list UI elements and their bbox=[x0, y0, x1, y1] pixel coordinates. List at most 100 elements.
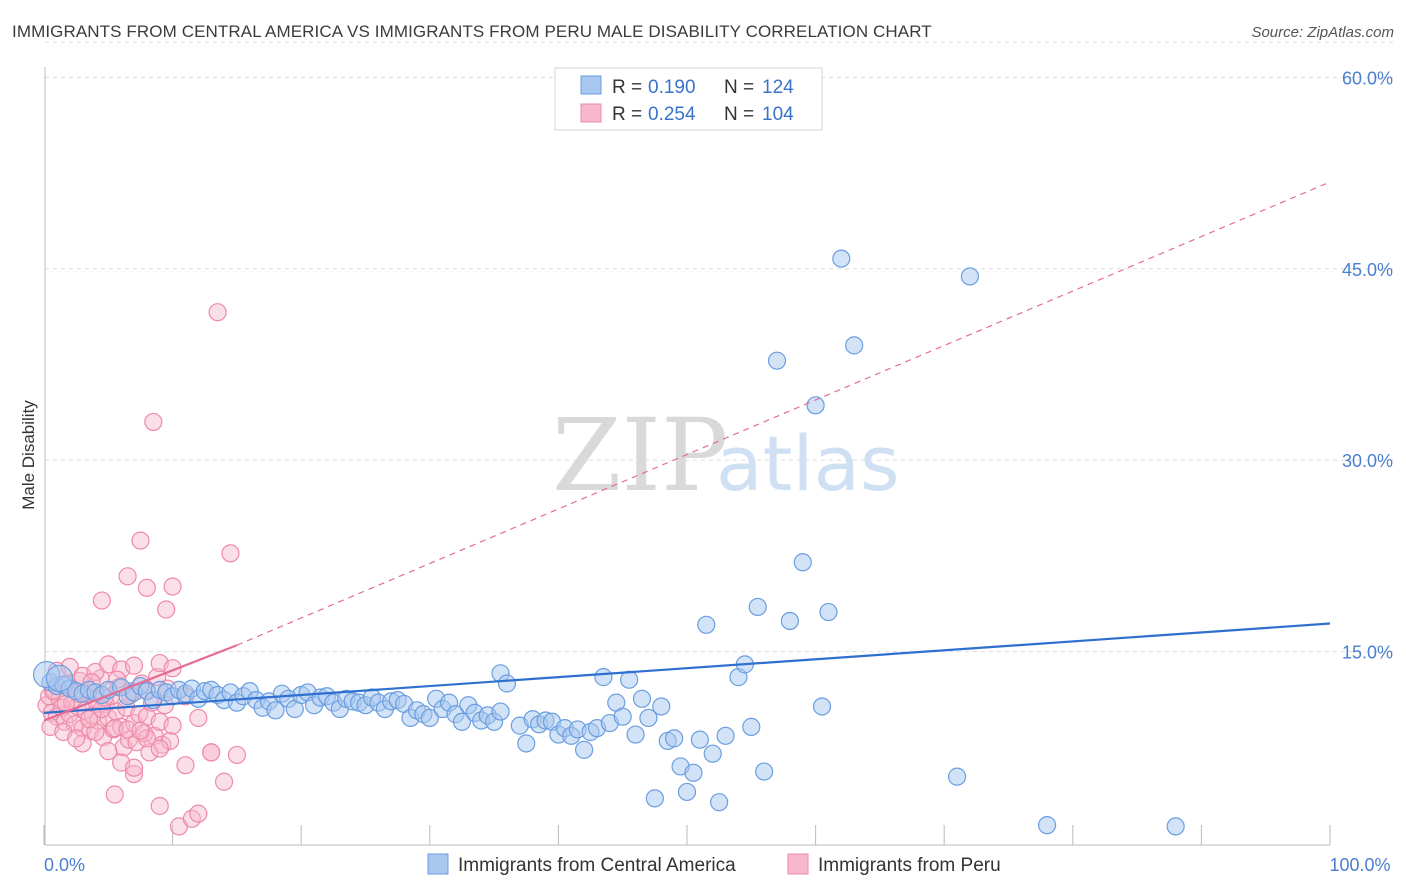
central-america-point-110 bbox=[767, 351, 787, 370]
central-america-point-117 bbox=[845, 336, 864, 355]
bottom-legend-swatch-pink bbox=[787, 853, 809, 875]
central-america-point-104 bbox=[716, 726, 735, 745]
central-america-point-119 bbox=[960, 267, 980, 286]
peru-trend-line-dashed bbox=[236, 181, 1331, 646]
axes bbox=[43, 67, 1331, 846]
peru-point-69 bbox=[131, 531, 150, 550]
bottom-legend: Immigrants from Central America Immigran… bbox=[427, 853, 1001, 876]
peru-point-68 bbox=[124, 764, 144, 784]
trend-lines bbox=[43, 181, 1331, 722]
y-tick-label-3: 60.0% bbox=[1342, 68, 1393, 88]
peru-point-81 bbox=[221, 544, 240, 563]
peru-point-79 bbox=[202, 743, 221, 762]
peru-point-71 bbox=[144, 412, 163, 432]
bottom-legend-label-pink: Immigrants from Peru bbox=[818, 855, 1001, 876]
central-america-point-90 bbox=[626, 725, 645, 744]
source-credit: Source: ZipAtlas.com bbox=[1251, 24, 1394, 41]
central-america-point-94 bbox=[652, 697, 671, 716]
central-america-point-82 bbox=[575, 740, 594, 759]
peru-point-64 bbox=[227, 745, 246, 765]
central-america-point-114 bbox=[812, 697, 832, 716]
peru-point-80 bbox=[208, 303, 227, 322]
central-america-point-111 bbox=[780, 611, 799, 631]
peru-point-96 bbox=[131, 721, 150, 740]
y-tick-label-0: 15.0% bbox=[1342, 643, 1393, 663]
peru-point-63 bbox=[214, 772, 234, 791]
central-america-point-96 bbox=[665, 729, 684, 748]
central-america-point-102 bbox=[703, 744, 722, 763]
legend-r-value-1: 0.254 bbox=[648, 104, 696, 125]
y-axis-label: Male Disability bbox=[19, 400, 38, 510]
y-tick-label-1: 30.0% bbox=[1342, 451, 1393, 471]
central-america-point-123 bbox=[45, 664, 74, 692]
central-america-point-98 bbox=[677, 782, 697, 802]
x-tick-labels: 0.0% 100.0% bbox=[44, 855, 1391, 875]
x-tick-label-0: 0.0% bbox=[44, 855, 85, 875]
y-tick-labels: 15.0% 30.0% 45.0% 60.0% bbox=[1342, 68, 1393, 662]
peru-point-91 bbox=[67, 729, 86, 748]
central-america-point-63 bbox=[452, 712, 472, 731]
watermark-zip: ZIP bbox=[552, 397, 728, 514]
peru-point-94 bbox=[105, 719, 124, 738]
legend-swatch-blue bbox=[580, 75, 602, 95]
central-america-point-99 bbox=[684, 763, 703, 782]
central-america-point-108 bbox=[748, 597, 767, 617]
central-america-point-73 bbox=[517, 734, 536, 753]
legend-n-value-0: 124 bbox=[762, 77, 794, 98]
legend-n-label-0: N = bbox=[724, 77, 754, 98]
legend-r-value-0: 0.190 bbox=[648, 77, 696, 98]
central-america-point-92 bbox=[639, 708, 658, 728]
peru-point-65 bbox=[92, 591, 111, 610]
central-america-point-34 bbox=[266, 701, 285, 720]
y-tick-label-2: 45.0% bbox=[1342, 260, 1393, 280]
central-america-point-116 bbox=[832, 249, 851, 268]
legend-r-label-1: R = bbox=[612, 104, 642, 125]
bottom-legend-swatch-blue bbox=[427, 853, 449, 875]
central-america-point-103 bbox=[710, 793, 729, 812]
peru-point-73 bbox=[157, 600, 176, 619]
legend-swatch-pink bbox=[580, 103, 602, 123]
peru-point-70 bbox=[137, 578, 156, 597]
chart-title: IMMIGRANTS FROM CENTRAL AMERICA VS IMMIG… bbox=[12, 22, 932, 41]
peru-point-61 bbox=[189, 708, 208, 728]
peru-point-56 bbox=[124, 656, 144, 675]
peru-point-67 bbox=[118, 567, 137, 586]
central-america-point-118 bbox=[947, 767, 967, 786]
central-america-point-71 bbox=[497, 674, 517, 693]
central-america-point-120 bbox=[1037, 816, 1057, 835]
watermark: ZIP atlas bbox=[552, 397, 900, 514]
peru-point-66 bbox=[105, 785, 124, 804]
central-america-trend-line bbox=[43, 622, 1331, 714]
peru-point-78 bbox=[189, 804, 208, 823]
peru-point-74 bbox=[163, 577, 182, 596]
peru-point-84 bbox=[99, 742, 118, 761]
peru-trend-line-solid bbox=[43, 644, 238, 722]
grid-lines bbox=[45, 41, 1395, 653]
central-america-point-101 bbox=[697, 615, 716, 634]
central-america-point-115 bbox=[819, 602, 838, 622]
central-america-point-121 bbox=[1166, 817, 1185, 836]
peru-point-76 bbox=[176, 756, 195, 775]
central-america-point-109 bbox=[755, 762, 774, 781]
x-tick-label-1: 100.0% bbox=[1329, 855, 1390, 875]
legend-n-value-1: 104 bbox=[762, 104, 794, 125]
central-america-point-58 bbox=[420, 708, 439, 728]
peru-point-48 bbox=[160, 731, 180, 751]
central-america-point-107 bbox=[742, 717, 761, 736]
central-america-point-93 bbox=[645, 789, 664, 808]
peru-point-49 bbox=[163, 716, 182, 735]
peru-point-95 bbox=[118, 720, 137, 739]
legend-box: R = 0.190 N = 124 R = 0.254 N = 104 bbox=[554, 67, 823, 131]
central-america-points bbox=[32, 249, 1185, 836]
legend-n-label-1: N = bbox=[724, 104, 754, 125]
legend-r-label-0: R = bbox=[612, 77, 642, 98]
central-america-point-85 bbox=[594, 668, 613, 687]
central-america-point-69 bbox=[491, 702, 510, 721]
central-america-point-113 bbox=[806, 396, 825, 415]
central-america-point-88 bbox=[613, 707, 632, 726]
bottom-legend-label-blue: Immigrants from Central America bbox=[458, 855, 736, 876]
peru-point-88 bbox=[150, 739, 169, 758]
central-america-point-112 bbox=[793, 553, 812, 572]
peru-points bbox=[37, 303, 246, 836]
